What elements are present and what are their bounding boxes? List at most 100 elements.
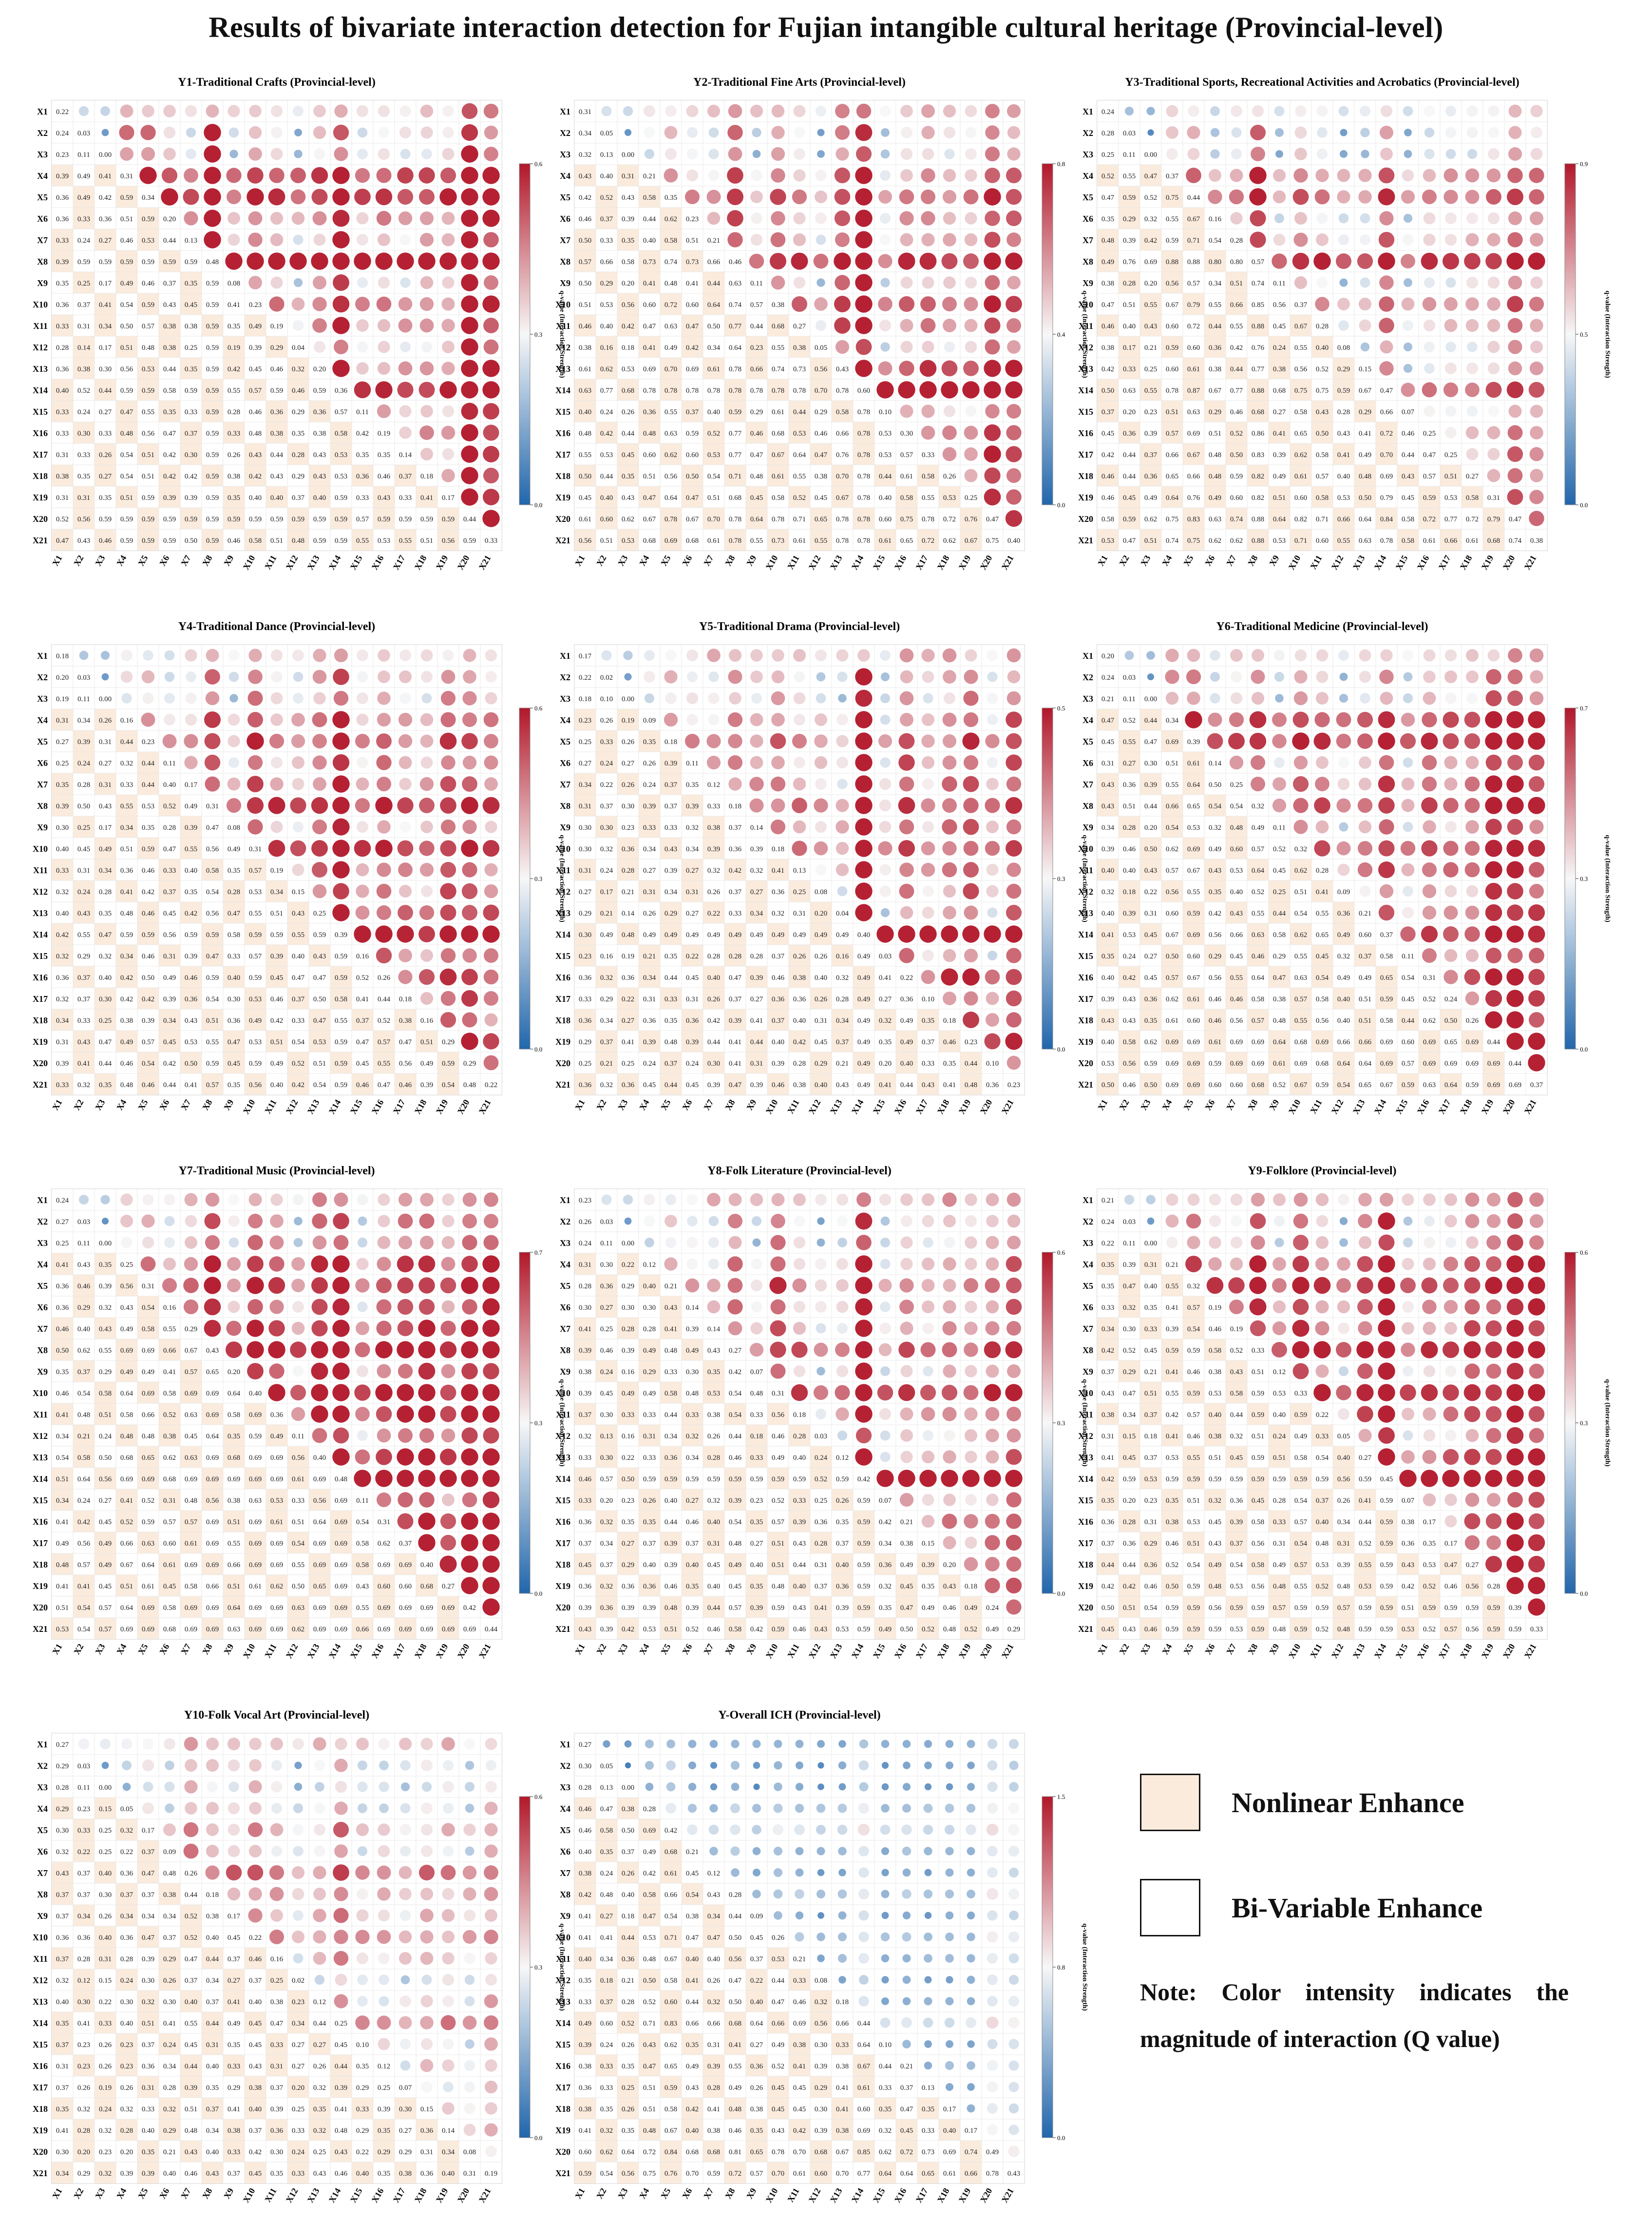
interaction-dot <box>420 756 433 769</box>
y-tick-label: X5 <box>560 192 570 202</box>
cell-value-label: 0.47 <box>399 1038 412 1046</box>
matrix-cell <box>158 1030 181 1053</box>
cell-value-label: 0.47 <box>1101 194 1115 202</box>
cell-value-label: 0.33 <box>729 910 741 918</box>
interaction-dot <box>1124 106 1134 116</box>
interaction-dot <box>441 755 456 770</box>
matrix-cell <box>595 229 618 251</box>
cell-value-label: 0.44 <box>99 1060 112 1068</box>
cell-value-label: 0.36 <box>772 995 785 1003</box>
interaction-dot <box>400 149 411 159</box>
interaction-dot <box>1207 733 1223 749</box>
cell-value-label: 0.37 <box>77 301 91 309</box>
cell-value-label: 0.36 <box>56 194 69 202</box>
matrix-cell <box>201 859 224 881</box>
x-tick-label: X6 <box>157 1098 171 1112</box>
interaction-dot <box>898 381 915 399</box>
interaction-dot <box>1378 231 1395 248</box>
matrix-cell <box>638 901 661 924</box>
cell-value-label: 0.47 <box>228 910 241 918</box>
interaction-dot <box>791 296 808 312</box>
matrix-cell <box>1354 443 1376 465</box>
cell-value-label: 0.35 <box>292 430 304 438</box>
cell-value-label: 0.43 <box>292 910 304 918</box>
matrix-cell <box>1311 357 1333 380</box>
matrix-cell <box>115 773 138 795</box>
interaction-dot <box>878 254 892 268</box>
matrix-cell <box>373 1052 395 1074</box>
interaction-dot <box>377 362 391 375</box>
y-tick-label: X17 <box>555 994 570 1004</box>
cell-value-label: 0.52 <box>1144 194 1157 202</box>
cell-value-label: 0.32 <box>56 995 69 1003</box>
interaction-dot <box>482 840 500 857</box>
matrix-cell <box>437 486 459 508</box>
cell-value-label: 0.59 <box>163 258 176 266</box>
x-tick-label: X14 <box>850 554 866 572</box>
interaction-dot <box>921 233 935 247</box>
cell-value-label: 0.26 <box>99 717 112 725</box>
interaction-dot <box>1165 691 1179 705</box>
x-tick-label: X5 <box>136 1098 150 1112</box>
cell-value-label: 0.44 <box>463 516 476 523</box>
matrix-cell <box>1418 464 1441 487</box>
cell-value-label: 0.50 <box>579 237 591 245</box>
cell-value-label: 0.47 <box>729 974 742 982</box>
cell-value-label: 0.49 <box>707 931 720 939</box>
cell-value-label: 0.59 <box>206 473 219 480</box>
interaction-dot <box>1508 404 1522 418</box>
cell-value-label: 0.51 <box>1166 760 1178 767</box>
matrix-cell <box>574 966 596 988</box>
cell-value-label: 0.55 <box>142 408 154 416</box>
cell-value-label: 0.59 <box>206 301 219 309</box>
y-tick-label: X12 <box>33 887 48 897</box>
interaction-dot <box>1465 383 1480 397</box>
interaction-dot <box>708 127 719 138</box>
interaction-dot <box>855 210 873 227</box>
matrix-cell <box>724 464 746 487</box>
matrix-cell <box>831 421 854 444</box>
interaction-dot <box>1294 148 1307 160</box>
interaction-dot <box>420 949 433 962</box>
cell-value-label: 0.19 <box>622 717 634 725</box>
interaction-dot <box>292 105 304 117</box>
interaction-dot <box>312 670 327 684</box>
matrix-cell <box>703 1030 725 1053</box>
cell-value-label: 0.47 <box>1509 516 1522 523</box>
interaction-dot <box>1231 105 1242 117</box>
matrix-cell <box>917 987 939 1010</box>
heatmap-svg: Y1-Traditional Crafts (Provincial-level)… <box>33 76 566 572</box>
cell-value-label: 0.67 <box>836 494 849 502</box>
cell-value-label: 0.78 <box>922 516 934 523</box>
matrix-cell <box>1139 443 1162 465</box>
matrix-cell <box>51 687 74 709</box>
interaction-dot <box>334 104 348 118</box>
interaction-dot <box>920 318 936 333</box>
cell-value-label: 0.59 <box>142 494 154 502</box>
matrix-cell <box>660 486 682 508</box>
interaction-dot <box>439 381 457 399</box>
interaction-dot <box>814 841 828 856</box>
interaction-dot <box>878 297 892 311</box>
interaction-dot <box>420 649 433 662</box>
cell-value-label: 0.64 <box>1359 516 1372 523</box>
matrix-cell <box>244 400 266 422</box>
x-tick-label: X15 <box>871 1098 887 1116</box>
interaction-dot <box>644 671 655 683</box>
y-tick-label: X4 <box>1082 171 1093 181</box>
interaction-dot <box>226 168 242 183</box>
interaction-dot <box>204 167 221 184</box>
interaction-dot <box>1006 883 1022 899</box>
matrix-cell <box>94 443 116 465</box>
interaction-dot <box>665 105 677 117</box>
matrix-cell <box>73 336 95 358</box>
cell-value-label: 0.59 <box>142 301 154 309</box>
cell-value-label: 0.36 <box>643 1017 656 1025</box>
interaction-dot <box>461 840 478 857</box>
matrix-cell <box>287 1009 309 1031</box>
interaction-dot <box>942 755 957 770</box>
interaction-dot <box>313 341 326 353</box>
interaction-dot <box>815 821 827 833</box>
cell-value-label: 0.45 <box>815 1038 827 1046</box>
interaction-dot <box>441 469 455 482</box>
